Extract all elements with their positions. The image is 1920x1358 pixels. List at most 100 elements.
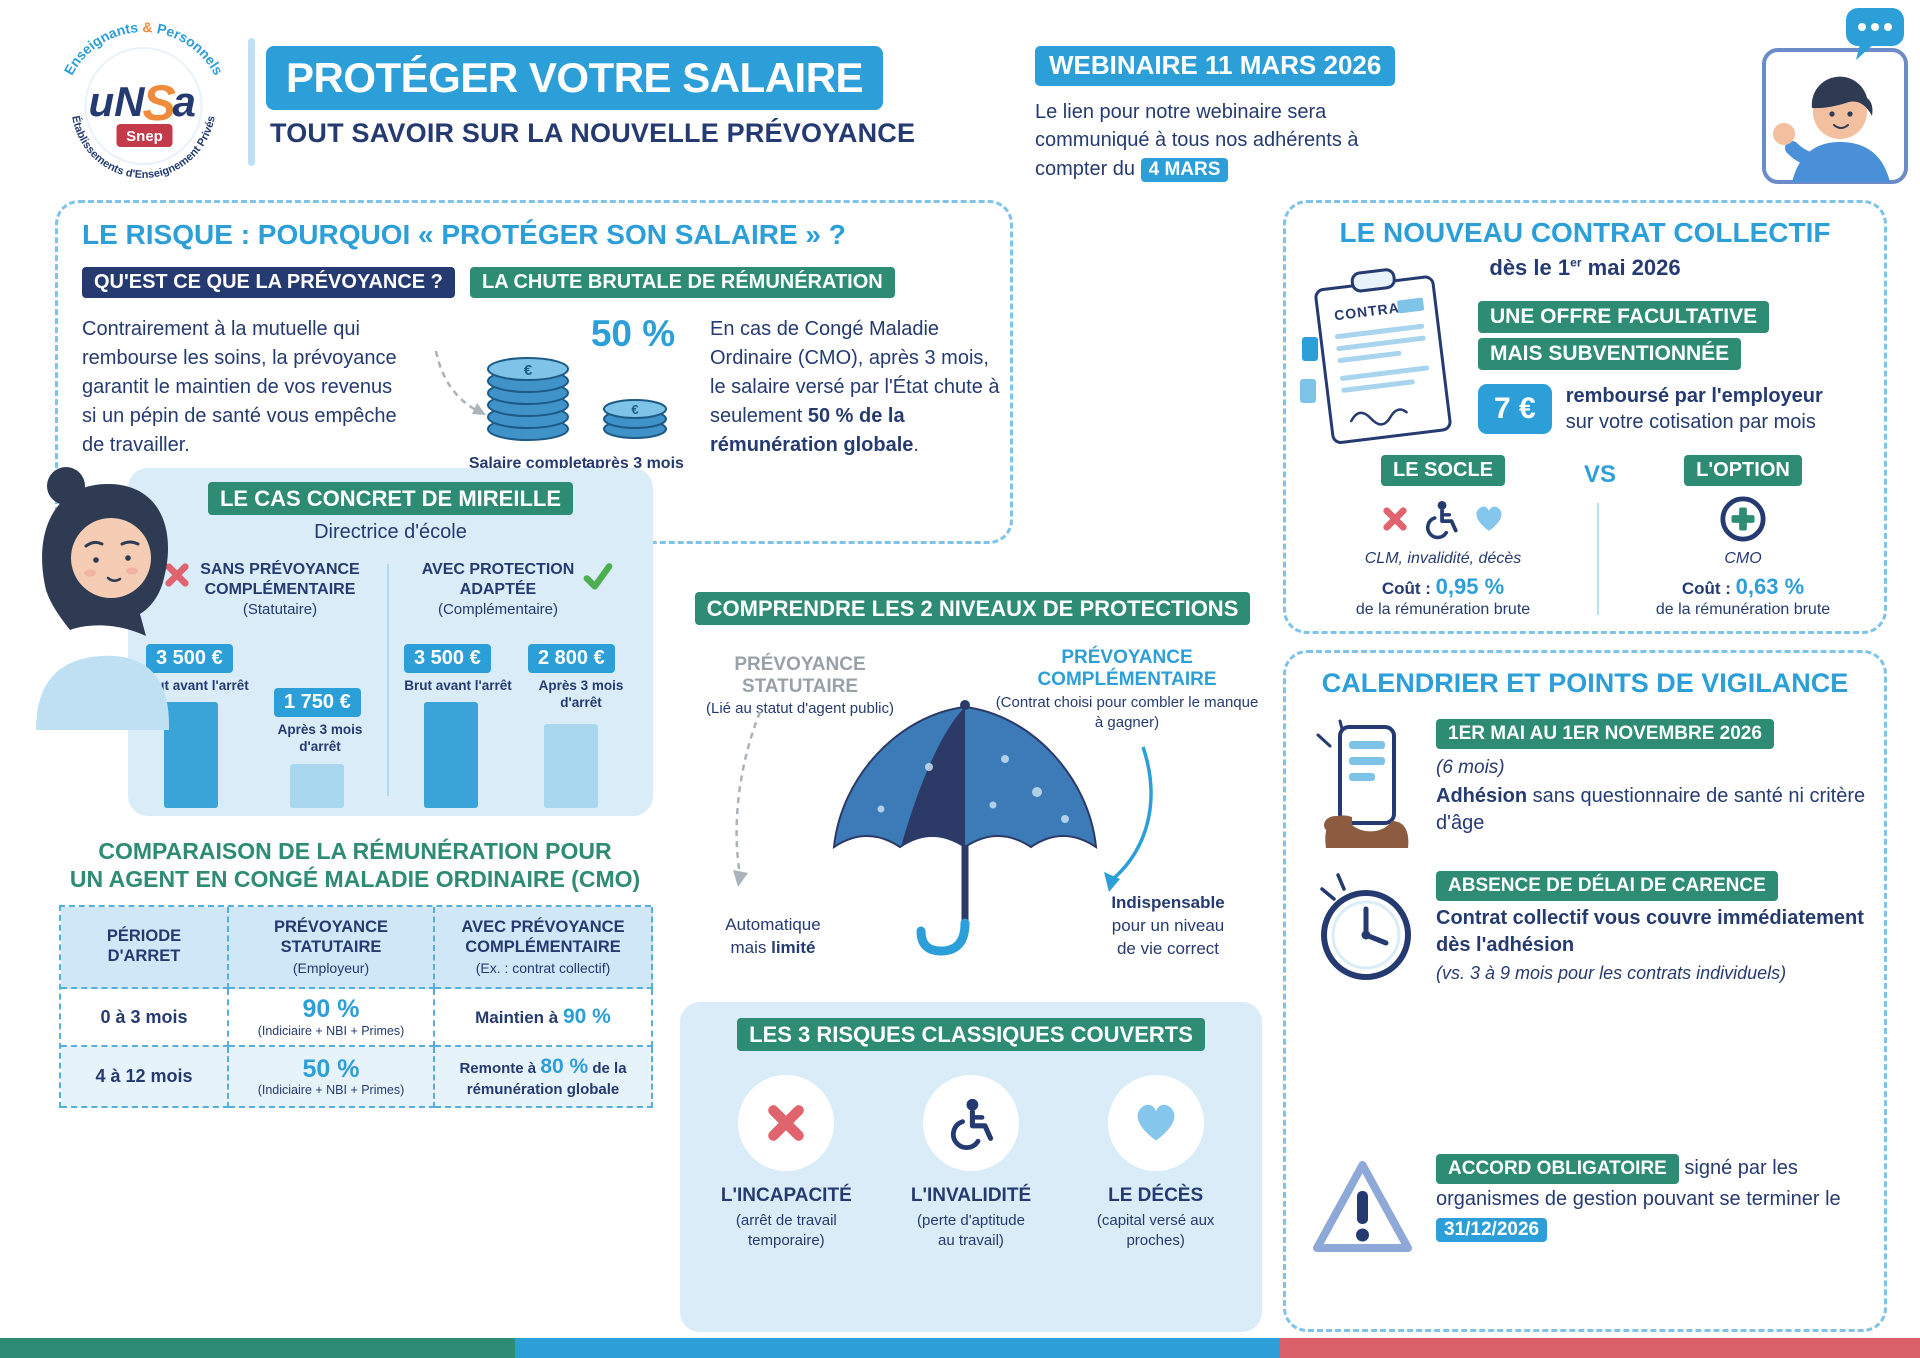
after-3-months-caption: après 3 mois bbox=[586, 455, 684, 472]
value-badge: 2 800 € bbox=[528, 644, 615, 673]
bar-caption: Brut avant l'arrêt bbox=[141, 678, 249, 693]
socle-icons bbox=[1300, 496, 1586, 542]
webinar-person-illustration bbox=[1728, 2, 1913, 197]
contract-document-illustration: CONTRAT bbox=[1294, 265, 1469, 460]
phone-in-hand-icon bbox=[1316, 719, 1409, 848]
small-coin-stack-icon bbox=[603, 399, 667, 439]
risk-title: L'INVALIDITÉ bbox=[910, 1185, 1032, 1207]
option-heading: L'OPTION bbox=[1684, 455, 1802, 486]
page-title-text: PROTÉGER VOTRE SALAIRE bbox=[286, 54, 864, 101]
plus-circle-icon bbox=[1720, 496, 1766, 542]
x-icon bbox=[763, 1100, 809, 1146]
option-icon-wrap bbox=[1612, 496, 1874, 542]
socle-column: LE SOCLE CLM, invalidité, décès Coût : 0… bbox=[1300, 455, 1586, 619]
person-hand bbox=[1773, 123, 1795, 145]
price-text: remboursé par l'employeur sur votre cotis… bbox=[1566, 383, 1876, 435]
person-arm bbox=[1785, 141, 1825, 167]
socle-cost-sub: de la rémunération brute bbox=[1355, 601, 1531, 618]
offer-badges: UNE OFFRE FACULTATIVE MAIS SUBVENTIONNÉE bbox=[1478, 301, 1770, 375]
umbrella-icon bbox=[832, 700, 1098, 956]
webinar-text: Le lien pour notre webinaire sera commun… bbox=[1035, 98, 1435, 183]
salary-drop-bold-pct: 50 % bbox=[807, 405, 859, 427]
page-subtitle: TOUT SAVOIR SUR LA NOUVELLE PRÉVOYANCE bbox=[270, 118, 916, 148]
logo-arc-amp: & bbox=[142, 19, 158, 36]
value-badge: 3 500 € bbox=[404, 644, 491, 673]
complementary-note-bold: Indispensable bbox=[1111, 893, 1225, 912]
footer-segment-red bbox=[1280, 1338, 1920, 1358]
option-column: L'OPTION CMO Coût : 0,63 % de la rémunér… bbox=[1612, 455, 1874, 619]
comparison-title-line1: COMPARAISON DE LA RÉMUNÉRATION POUR bbox=[98, 838, 612, 864]
binder-clip-icon bbox=[1350, 268, 1396, 293]
heart-icon bbox=[1472, 502, 1506, 536]
bar-before-stop-left bbox=[164, 702, 218, 808]
bar-caption-line2: d'arrêt bbox=[299, 738, 341, 754]
option-cost-sub: de la rémunération brute bbox=[1655, 601, 1831, 618]
socle-heading: LE SOCLE bbox=[1380, 455, 1505, 486]
dashed-arrow-down-icon bbox=[733, 711, 762, 887]
salary-drop-body: En cas de Congé Maladie Ordinaire (CMO),… bbox=[710, 315, 1010, 460]
complementary-title: PRÉVOYANCE COMPLÉMENTAIRE bbox=[1037, 647, 1217, 690]
risk-subtitle: (capital versé aux proches) bbox=[1096, 1212, 1215, 1249]
complementary-label: PRÉVOYANCE COMPLÉMENTAIRE (Contrat chois… bbox=[992, 647, 1262, 732]
calendar-item-2-note: (vs. 3 à 9 mois pour les contrats indivi… bbox=[1436, 962, 1787, 983]
vs-label: VS bbox=[1583, 461, 1616, 488]
logo-brand-un: uN bbox=[89, 78, 147, 125]
mireille-shoulders bbox=[36, 655, 170, 730]
logo-brand-s: S bbox=[143, 75, 176, 131]
without-subtitle: (Statutaire) bbox=[242, 601, 318, 619]
signature-squiggle bbox=[1349, 408, 1408, 426]
mireille-illustration bbox=[16, 440, 186, 735]
risk-item-invalidity: L'INVALIDITÉ (perte d'aptitude au travail… bbox=[881, 1075, 1061, 1250]
statutory-label: PRÉVOYANCE STATUTAIRE (Lié au statut d'a… bbox=[680, 654, 920, 717]
risk-circle bbox=[1107, 1075, 1204, 1172]
logo-snep-box bbox=[116, 124, 173, 147]
contract-subtitle: dès le 1er mai 2026 bbox=[1286, 255, 1884, 281]
person-sweater bbox=[1792, 142, 1890, 182]
price-row: 7 € remboursé par l'employeur sur votre c… bbox=[1478, 383, 1876, 435]
check-icon bbox=[582, 560, 614, 592]
table-cell-period-2: 4 à 12 mois bbox=[61, 1047, 229, 1108]
logo-snep-label: Snep bbox=[126, 128, 163, 145]
blue-arrow-down-icon bbox=[1104, 746, 1153, 892]
risks-row: L'INCAPACITÉ (arrêt de travail temporaire… bbox=[680, 1075, 1262, 1250]
levels-heading: COMPRENDRE LES 2 NIVEAUX DE PROTECTIONS bbox=[694, 592, 1251, 626]
table-cell-complementary-2: Remonte à 80 % de la rémunération global… bbox=[435, 1047, 653, 1108]
offer-badge-line2: MAIS SUBVENTIONNÉE bbox=[1478, 338, 1742, 371]
contract-subtitle-pre: dès le 1 bbox=[1489, 255, 1571, 280]
risk-section-title: LE RISQUE : POURQUOI « PROTÉGER SON SALA… bbox=[82, 219, 846, 250]
wheelchair-icon bbox=[943, 1095, 999, 1151]
statutory-title: PRÉVOYANCE STATUTAIRE bbox=[734, 654, 866, 697]
price-badge: 7 € bbox=[1478, 384, 1552, 434]
risks-section: LES 3 RISQUES CLASSIQUES COUVERTS L'INCA… bbox=[680, 1002, 1262, 1332]
table-header-statutory: PRÉVOYANCE STATUTAIRE (Employeur) bbox=[229, 907, 435, 990]
risk-title: L'INCAPACITÉ bbox=[720, 1185, 852, 1207]
bar-after-3-months-right bbox=[544, 724, 598, 808]
socle-cost: Coût : 0,95 % bbox=[1381, 574, 1505, 599]
warning-triangle-icon bbox=[1313, 1161, 1412, 1252]
with-protection-header: AVEC PROTECTION ADAPTÉE (Complémentaire) bbox=[396, 560, 640, 619]
dashed-arrow-icon bbox=[434, 350, 479, 413]
complementary-note: Indispensable pour un niveau de vie corr… bbox=[1078, 892, 1258, 961]
bar-after-3-months-left bbox=[290, 764, 344, 808]
calendar-title: CALENDRIER ET POINTS DE VIGILANCE bbox=[1321, 668, 1849, 698]
contract-title: LE NOUVEAU CONTRAT COLLECTIF bbox=[1339, 217, 1831, 248]
fifty-percent-label: 50 % bbox=[590, 313, 676, 354]
salary-drop-text: En cas de Congé Maladie Ordinaire (CMO),… bbox=[710, 318, 1000, 427]
heart-icon bbox=[1131, 1098, 1181, 1148]
complementary-note-line1: pour un niveau bbox=[1111, 915, 1225, 935]
complementary-note-line2: de vie correct bbox=[1116, 938, 1220, 958]
contract-subtitle-sup: er bbox=[1570, 255, 1582, 270]
statutory-note-line2: mais bbox=[730, 937, 772, 957]
euro-coin-symbol: € bbox=[631, 402, 638, 417]
table-cell-statutory-1: 90 % (Indiciaire + NBI + Primes) bbox=[229, 989, 435, 1048]
bar-before-stop-right bbox=[424, 702, 478, 808]
column-divider bbox=[387, 564, 389, 796]
contract-section: LE NOUVEAU CONTRAT COLLECTIF dès le 1er … bbox=[1283, 200, 1887, 634]
coin-stacks-illustration: € € bbox=[434, 350, 667, 441]
footer-segment-teal bbox=[0, 1338, 515, 1358]
with-subtitle: (Complémentaire) bbox=[437, 601, 559, 619]
bar-caption: Après 3 mois d'arrêt bbox=[520, 678, 642, 712]
footer-bar bbox=[0, 1338, 1920, 1358]
value-badge: 1 750 € bbox=[274, 688, 361, 717]
